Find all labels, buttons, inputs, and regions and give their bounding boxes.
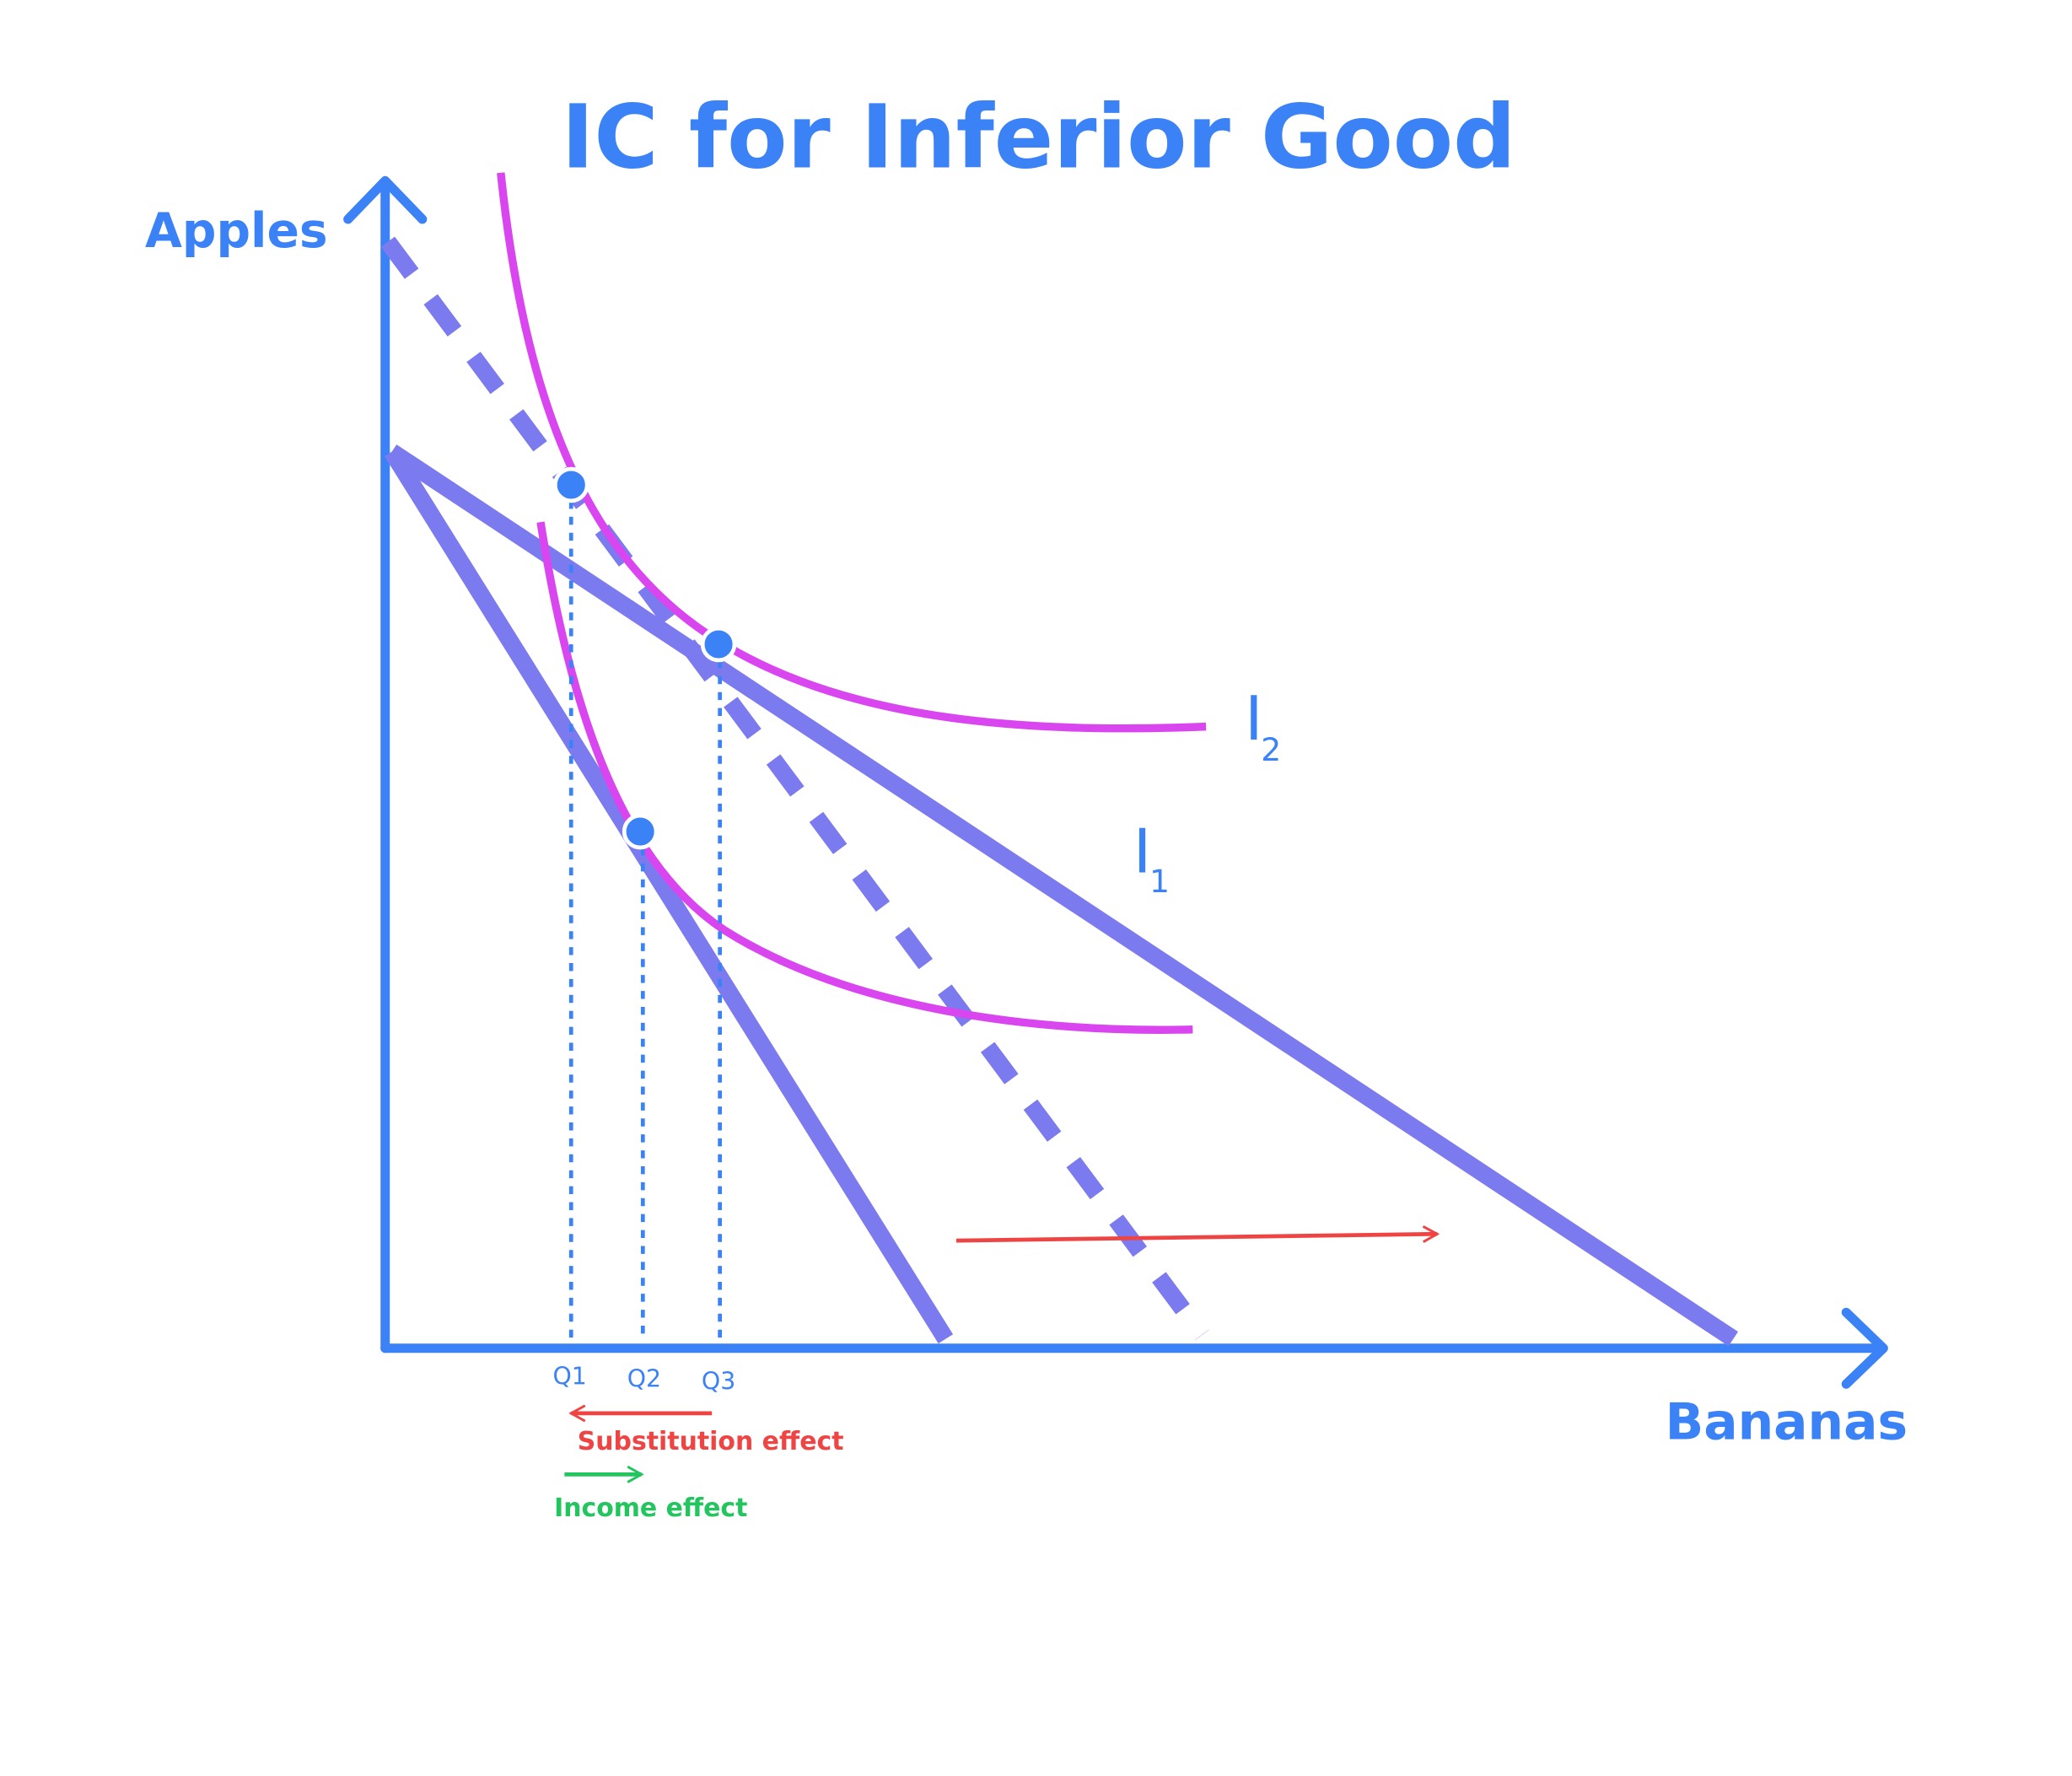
x-arrowhead <box>1841 1307 1888 1389</box>
drop-lines <box>568 484 723 1339</box>
q-label: Q1 <box>553 1362 587 1390</box>
q-label: Q2 <box>627 1365 661 1393</box>
curve-i1 <box>536 521 1193 1034</box>
point <box>552 466 589 503</box>
curve-subscript: 1 <box>1149 863 1170 900</box>
y-axis-label: Apples <box>145 203 328 259</box>
compensated-budget-line <box>380 236 1209 1341</box>
budget-line-initial <box>384 447 954 1344</box>
title: IC for Inferior Good <box>562 87 1516 189</box>
budget-lines <box>380 236 1739 1347</box>
points <box>552 466 737 850</box>
y-arrowhead <box>343 175 428 224</box>
budget-line-new <box>386 444 1739 1347</box>
curve-label: I <box>1133 816 1151 887</box>
substitution-label: Substitution effect <box>578 1427 844 1456</box>
curve-subscript: 2 <box>1261 731 1281 768</box>
income-label: Income effect <box>554 1493 747 1523</box>
curve-i2 <box>497 172 1207 733</box>
shift-arrow <box>955 1225 1440 1243</box>
point <box>700 626 737 663</box>
axes <box>343 175 1888 1389</box>
x-axis-label: Bananas <box>1666 1393 1908 1452</box>
point <box>622 813 659 850</box>
q-label: Q3 <box>702 1368 735 1396</box>
curve-label: I <box>1245 684 1262 755</box>
